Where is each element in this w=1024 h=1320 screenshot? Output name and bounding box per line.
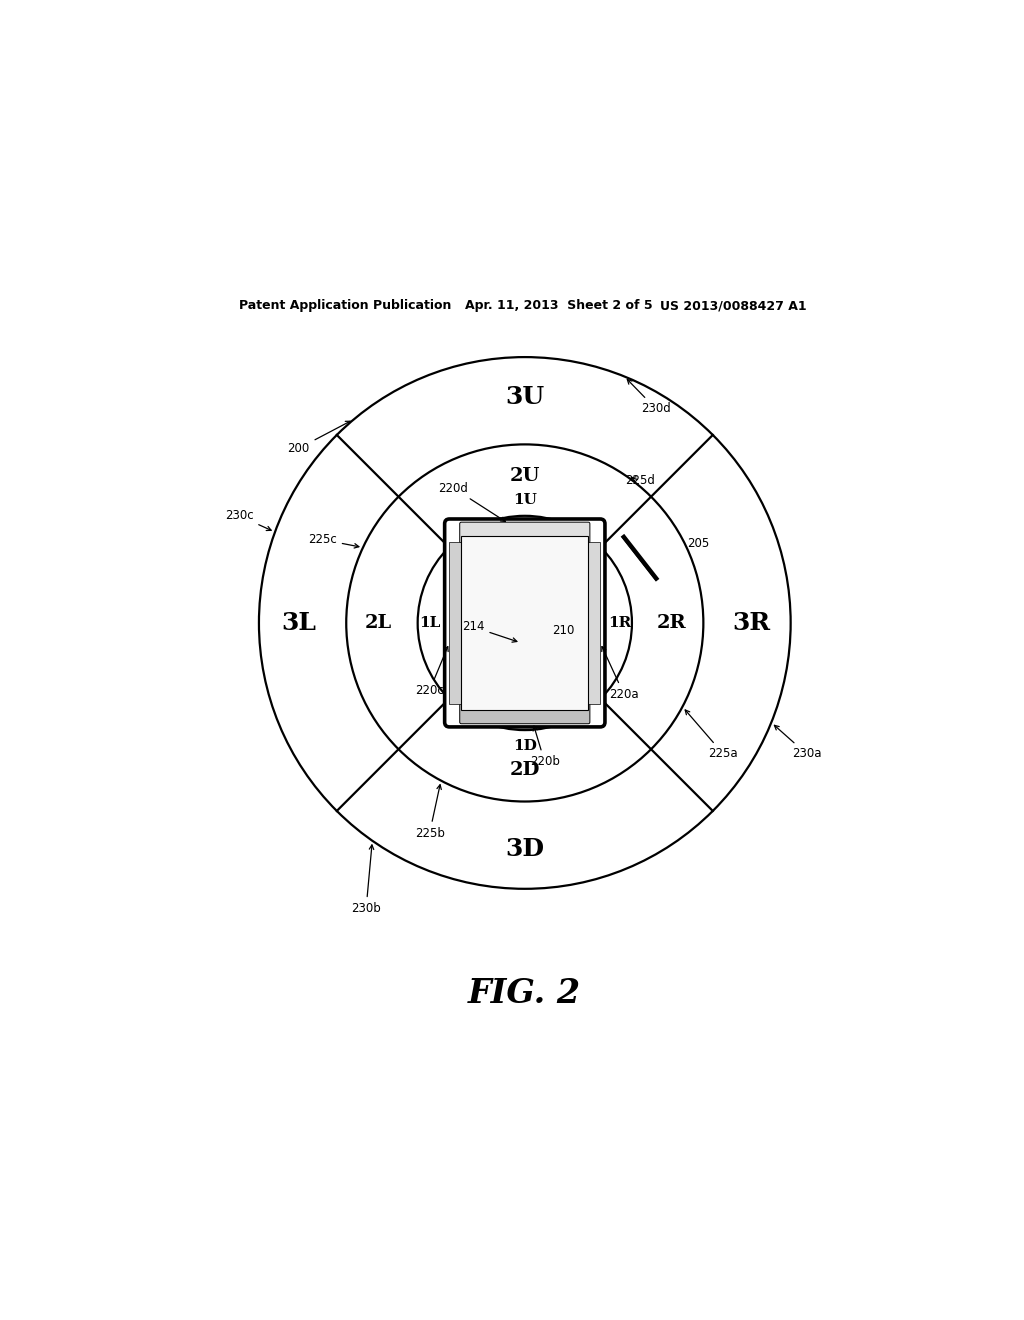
Text: 2L: 2L <box>365 614 391 632</box>
Text: 1D: 1D <box>513 739 537 752</box>
Text: Patent Application Publication: Patent Application Publication <box>240 300 452 312</box>
FancyBboxPatch shape <box>460 702 590 723</box>
Text: 225a: 225a <box>685 710 738 760</box>
Text: 2R: 2R <box>656 614 686 632</box>
Text: 3D: 3D <box>505 837 545 861</box>
Text: 220c: 220c <box>415 647 449 697</box>
Text: 3L: 3L <box>282 611 316 635</box>
Bar <box>450 541 461 705</box>
Text: 2D: 2D <box>510 760 540 779</box>
Text: FIG. 2: FIG. 2 <box>468 977 582 1010</box>
Text: 200: 200 <box>288 421 350 455</box>
Text: 230b: 230b <box>351 845 381 915</box>
Text: 205: 205 <box>687 537 710 550</box>
FancyBboxPatch shape <box>460 523 590 544</box>
Text: 210: 210 <box>553 624 574 638</box>
Text: 225d: 225d <box>625 474 654 487</box>
Text: US 2013/0088427 A1: US 2013/0088427 A1 <box>659 300 806 312</box>
Text: 220d: 220d <box>438 482 506 521</box>
Text: 220a: 220a <box>602 647 639 701</box>
Text: 230d: 230d <box>628 379 671 416</box>
Text: 3U: 3U <box>505 384 545 409</box>
Text: 1U: 1U <box>513 492 537 507</box>
Text: 225b: 225b <box>415 784 444 840</box>
Text: 225c: 225c <box>308 533 358 548</box>
Text: 214: 214 <box>462 620 517 642</box>
Bar <box>462 536 589 710</box>
FancyBboxPatch shape <box>444 519 605 727</box>
Text: 1R: 1R <box>608 616 632 630</box>
Text: Apr. 11, 2013  Sheet 2 of 5: Apr. 11, 2013 Sheet 2 of 5 <box>465 300 653 312</box>
Text: 1L: 1L <box>419 616 440 630</box>
Text: 230c: 230c <box>225 510 271 531</box>
Text: 2U: 2U <box>510 467 540 486</box>
Bar <box>588 541 600 705</box>
Text: 230a: 230a <box>774 725 821 760</box>
Text: 220b: 220b <box>529 726 559 768</box>
Text: 3R: 3R <box>732 611 770 635</box>
